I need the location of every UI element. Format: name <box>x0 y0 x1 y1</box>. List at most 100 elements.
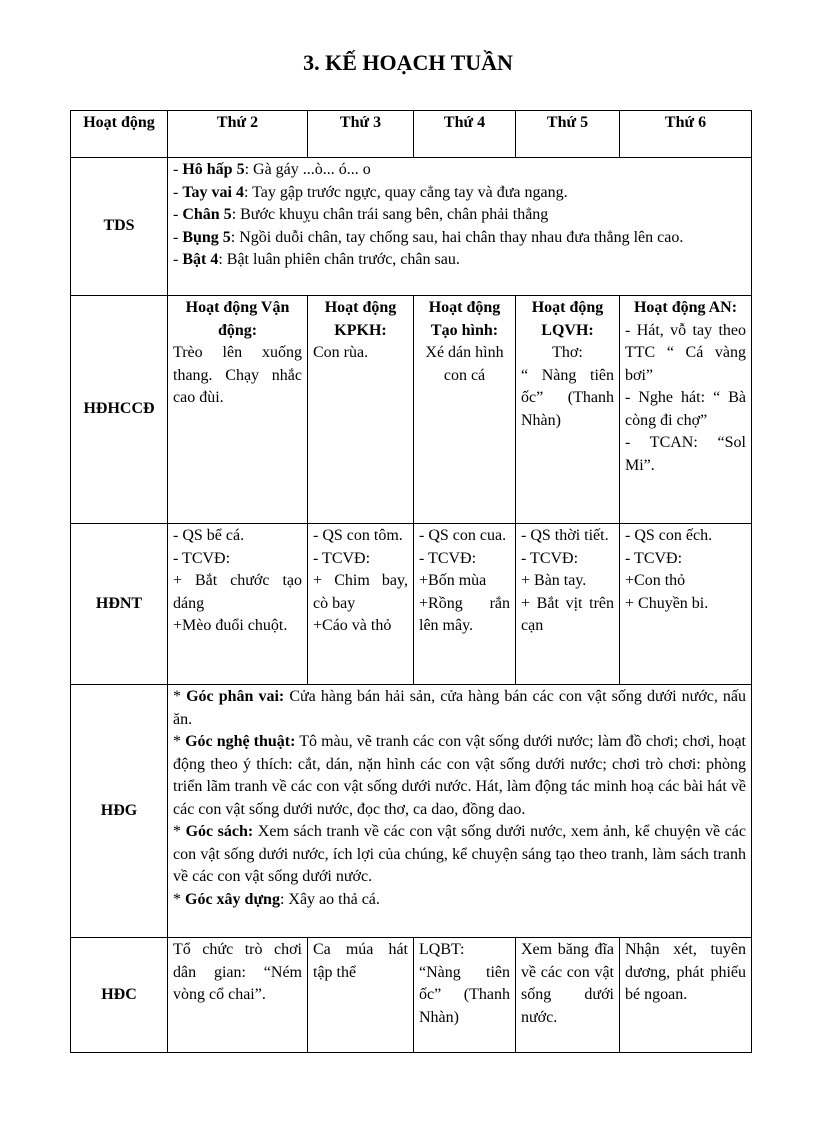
afternoon-cell: Ca múa hát tập thể <box>307 937 414 1053</box>
page-title: 3. KẾ HOẠCH TUẦN <box>303 50 513 75</box>
outdoor-line: +Bốn mùa <box>419 572 487 589</box>
item-heading: Góc phân vai: <box>186 688 285 705</box>
list-item: - Chân 5: Bước khuỵu chân trái sang bên,… <box>173 204 746 227</box>
header-cell: Thứ 5 <box>515 110 620 158</box>
outdoor-line: - TCVĐ: <box>173 549 231 567</box>
activity-text: Con rùa. <box>313 344 369 361</box>
outdoor-line: +Con thỏ <box>625 572 686 589</box>
outdoor-line: - QS con cua. <box>419 527 507 544</box>
header-cell: Hoạt động <box>70 110 168 158</box>
activity-text: “ Nàng tiên ốc” (Thanh Nhàn) <box>521 366 614 429</box>
row-hdc: HĐC Tổ chức trò chơi dân gian: “Ném vòng… <box>70 937 752 1053</box>
activity-text: Trèo lên xuống thang. Chạy nhắc cao đùi. <box>173 344 302 406</box>
item-prefix: - <box>173 251 183 268</box>
activity-cell: Hoạt động KPKH: Con rùa. <box>307 295 414 524</box>
outdoor-cell: - QS bể cá. - TCVĐ: + Bắt chước tạo dáng +M… <box>167 523 308 685</box>
item-heading: Chân 5 <box>182 206 232 223</box>
item-heading: Bật 4 <box>182 251 219 268</box>
outdoor-cell: - QS thời tiết. - TCVĐ: + Bàn tay. + Bắt vị… <box>515 523 620 685</box>
activity-text: Thơ: <box>552 344 583 361</box>
item-text: : Bật luân phiên chân trước, chân sau. <box>218 251 460 268</box>
afternoon-cell: Tổ chức trò chơi dân gian: “Ném vòng cổ … <box>167 937 308 1053</box>
afternoon-cell: Xem băng đĩa về các con vật sống dưới nư… <box>515 937 620 1053</box>
row-label: HĐG <box>70 684 168 938</box>
row-label: HĐHCCĐ <box>70 295 168 524</box>
item-prefix: * <box>173 733 186 750</box>
activity-text: - Hát, vỗ tay theo TTC “ Cá vàng bơi” <box>625 321 746 384</box>
activity-cell: Hoạt động LQVH: Thơ: “ Nàng tiên ốc” (Than… <box>515 295 620 524</box>
item-text: Cửa hàng bán hải sản, cửa hàng bán các c… <box>173 688 747 728</box>
row-label: HĐNT <box>70 523 168 685</box>
outdoor-line: +Rồng rắn lên mây. <box>419 594 510 635</box>
outdoor-line: + Bắt vịt trên cạn <box>521 594 614 635</box>
outdoor-line: +Cáo và thỏ <box>313 617 392 634</box>
activity-heading: Hoạt động Vận động: <box>185 299 290 339</box>
outdoor-line: +Mèo đuổi chuột. <box>173 617 288 634</box>
hdg-content: * Góc phân vai: Cửa hàng bán hải sản, cử… <box>167 684 752 938</box>
outdoor-line: - QS thời tiết. <box>521 527 609 544</box>
outdoor-line: - TCVĐ: <box>625 549 683 567</box>
item-prefix: - <box>173 206 183 223</box>
outdoor-line: + Bắt chước tạo dáng <box>173 572 302 612</box>
item-heading: Hô hấp 5 <box>182 161 245 178</box>
activity-heading: Hoạt động LQVH: <box>531 299 604 339</box>
activity-cell: Hoạt động Tạo hình: Xé dán hình con cá <box>413 295 516 524</box>
activity-text: - Nghe hát: “ Bà còng đi chợ” <box>625 389 746 429</box>
afternoon-cell: Nhận xét, tuyên dương, phát phiếu bé ngo… <box>619 937 752 1053</box>
list-item: - Bụng 5: Ngồi duỗi chân, tay chống sau,… <box>173 227 746 250</box>
item-prefix: * <box>173 688 187 705</box>
list-item: * Góc xây dựng: Xây ao thả cá. <box>173 889 746 912</box>
tds-content: - Hô hấp 5: Gà gáy ...ò... ó... o- Tay v… <box>167 157 752 296</box>
activity-heading: Hoạt động AN: <box>633 299 738 316</box>
list-item: * Góc phân vai: Cửa hàng bán hải sản, cử… <box>173 686 746 731</box>
item-prefix: - <box>173 161 183 178</box>
list-item: * Góc nghệ thuật: Tô màu, vẽ tranh các c… <box>173 731 746 821</box>
outdoor-cell: - QS con ếch. - TCVĐ: +Con thỏ + Chuyền bi. <box>619 523 752 685</box>
item-heading: Góc nghệ thuật: <box>185 733 296 750</box>
item-text: : Xây ao thả cá. <box>279 890 380 908</box>
list-item: - Tay vai 4: Tay gập trước ngực, quay cẳ… <box>173 182 746 205</box>
list-item: - Hô hấp 5: Gà gáy ...ò... ó... o <box>173 159 746 182</box>
weekly-plan-table: Hoạt động Thứ 2 Thứ 3 Thứ 4 Thứ 5 Thứ 6 … <box>70 110 752 1053</box>
activity-cell: Hoạt động AN: - Hát, vỗ tay theo TTC “ Cá… <box>619 295 752 524</box>
row-tds: TDS - Hô hấp 5: Gà gáy ...ò... ó... o- T… <box>70 157 752 296</box>
activity-text: Xé dán hình con cá <box>425 344 504 384</box>
header-cell: Thứ 2 <box>167 110 308 158</box>
outdoor-line: - TCVĐ: <box>313 549 371 567</box>
outdoor-line: + Chim bay, cò bay <box>313 572 408 612</box>
outdoor-cell: - QS con cua. - TCVĐ: +Bốn mùa +Rồng rắn lê… <box>413 523 516 685</box>
list-item: * Góc sách: Xem sách tranh về các con vậ… <box>173 821 746 889</box>
item-heading: Bụng 5 <box>182 228 231 246</box>
row-label: TDS <box>70 157 168 296</box>
item-heading: Tay vai 4 <box>182 183 244 201</box>
outdoor-line: - TCVĐ: <box>419 549 477 567</box>
item-text: : Bước khuỵu chân trái sang bên, chân ph… <box>231 206 549 223</box>
afternoon-cell: LQBT: “Nàng tiên ốc” (Thanh Nhàn) <box>413 937 516 1053</box>
item-text: Tô màu, vẽ tranh các con vật sống dưới n… <box>173 733 746 818</box>
outdoor-line: + Chuyền bi. <box>625 594 709 612</box>
outdoor-line: - TCVĐ: <box>521 549 579 567</box>
item-text: : Ngồi duỗi chân, tay chống sau, hai châ… <box>230 228 684 246</box>
item-text: Xem sách tranh về các con vật sống dưới … <box>173 823 747 885</box>
item-prefix: - <box>173 228 183 246</box>
activity-text: - TCAN: “Sol Mi”. <box>625 434 746 474</box>
outdoor-cell: - QS con tôm. - TCVĐ: + Chim bay, cò bay +C… <box>307 523 414 685</box>
header-cell: Thứ 6 <box>619 110 752 158</box>
header-cell: Thứ 3 <box>307 110 414 158</box>
activity-heading: Hoạt động KPKH: <box>324 299 397 339</box>
list-item: - Bật 4: Bật luân phiên chân trước, chân… <box>173 249 746 272</box>
item-text: : Gà gáy ...ò... ó... o <box>244 161 371 178</box>
item-prefix: * <box>173 823 186 840</box>
item-text: : Tay gập trước ngực, quay cẳng tay và đ… <box>243 183 568 201</box>
row-label: HĐC <box>70 937 168 1053</box>
header-cell: Thứ 4 <box>413 110 516 158</box>
row-hdnt: HĐNT - QS bể cá. - TCVĐ: + Bắt chước tạo d… <box>70 523 752 685</box>
item-prefix: * <box>173 890 185 908</box>
row-hdhccd: HĐHCCĐ Hoạt động Vận động: Trèo lên xuống… <box>70 295 752 524</box>
activity-cell: Hoạt động Vận động: Trèo lên xuống thang.… <box>167 295 308 524</box>
item-heading: Góc sách: <box>185 823 254 840</box>
activity-heading: Hoạt động Tạo hình: <box>428 299 501 339</box>
outdoor-line: - QS con tôm. <box>313 527 403 544</box>
header-row: Hoạt động Thứ 2 Thứ 3 Thứ 4 Thứ 5 Thứ 6 <box>70 110 752 158</box>
